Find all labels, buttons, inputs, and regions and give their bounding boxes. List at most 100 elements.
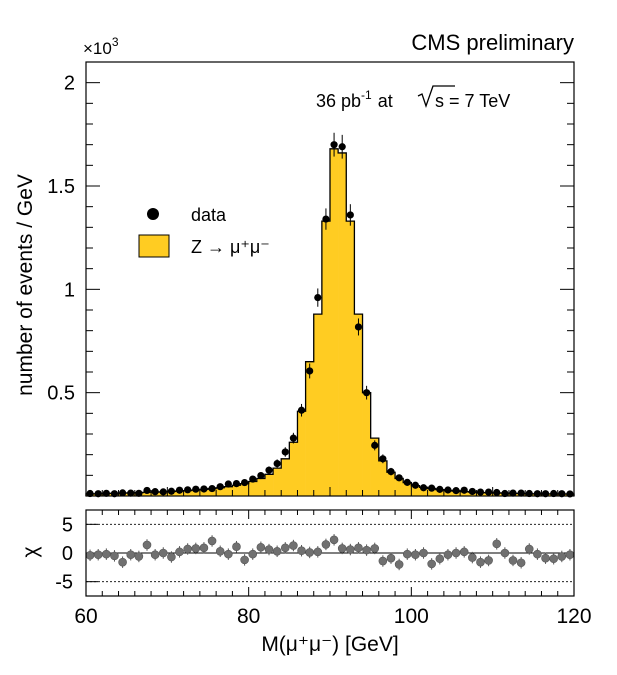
data-point	[167, 487, 175, 495]
pull-point	[167, 552, 176, 562]
pull-point	[549, 554, 558, 564]
pull-point	[280, 543, 290, 553]
pull-plot: 5 0 -5	[55, 514, 575, 594]
data-point	[493, 488, 501, 497]
data-point	[200, 485, 208, 493]
y-multiplier: ×103	[83, 35, 119, 58]
mc-histogram-bar	[208, 488, 217, 496]
data-point	[517, 489, 525, 497]
data-point	[371, 441, 379, 449]
pull-point	[110, 551, 119, 561]
data-point	[119, 489, 127, 497]
data-point	[428, 484, 436, 492]
mc-histogram-bar	[142, 492, 152, 496]
x-tick-label: 120	[556, 605, 591, 628]
mc-histogram-bar	[216, 487, 225, 496]
mc-histogram-bar	[297, 411, 306, 496]
pull-point	[215, 546, 225, 556]
pull-point	[492, 539, 502, 549]
mc-histogram-bar	[281, 458, 290, 496]
data-point	[102, 489, 110, 497]
pull-point	[256, 542, 266, 552]
pull-point	[134, 552, 144, 561]
pull-point	[93, 550, 103, 560]
pull-point	[248, 549, 258, 559]
pull-point	[378, 556, 388, 566]
mc-histogram-bar	[378, 460, 388, 496]
data-point	[297, 406, 306, 414]
pull-point	[508, 556, 518, 565]
x-tick-label: 60	[74, 605, 97, 628]
pull-point	[329, 535, 339, 545]
pull-point	[175, 547, 184, 557]
pull-point	[476, 557, 485, 567]
pull-point	[313, 547, 323, 557]
data-point	[525, 489, 533, 498]
mc-histogram-bar	[427, 488, 437, 496]
mc-histogram-bar	[248, 481, 258, 496]
data-point	[127, 489, 135, 497]
data-point	[289, 434, 297, 442]
data-point	[192, 485, 200, 493]
pull-point	[370, 544, 380, 553]
y-tick-label: 2	[64, 73, 75, 95]
data-point	[241, 478, 249, 487]
pull-point	[158, 548, 168, 558]
x-axis-label: M(μ⁺μ⁻) [GeV]	[261, 633, 398, 656]
data-point	[550, 489, 558, 498]
pull-point	[484, 556, 493, 565]
pull-point	[565, 550, 575, 560]
data-point	[208, 484, 216, 493]
mc-histogram-bar	[289, 442, 298, 496]
data-point	[436, 485, 444, 493]
pull-point	[541, 553, 550, 563]
pull-point	[557, 552, 567, 561]
pull-point	[394, 560, 404, 569]
pull-point	[118, 557, 127, 567]
pull-point	[500, 548, 510, 558]
legend-mc-label: Z → μ⁺μ⁻	[191, 237, 270, 257]
mc-histogram-bar	[313, 314, 323, 496]
data-point	[249, 475, 257, 483]
data-point	[232, 480, 241, 488]
main-plot: 0.5 1 1.5 2	[47, 73, 575, 498]
data-point	[363, 389, 371, 397]
mc-histogram-bar	[386, 472, 396, 496]
data-point	[135, 489, 143, 497]
data-point	[224, 480, 232, 488]
pull-point	[337, 544, 347, 553]
pull-point	[533, 549, 542, 559]
luminosity-label: 36 pb-1 at	[316, 88, 393, 111]
pull-point	[207, 536, 217, 546]
pull-point	[321, 540, 331, 549]
y-tick-label: 1	[64, 279, 75, 301]
legend-data-label: data	[191, 205, 227, 225]
pull-point	[199, 543, 209, 553]
mc-histogram-bar	[256, 478, 266, 496]
mc-histogram-bar	[330, 148, 339, 497]
pull-point	[419, 548, 428, 558]
data-point	[387, 468, 395, 476]
pull-point	[297, 546, 306, 556]
mc-histogram-bar	[321, 221, 331, 496]
data-point	[151, 488, 159, 496]
pull-point	[224, 549, 233, 559]
data-point	[257, 471, 265, 480]
sqrt-symbol	[417, 85, 455, 109]
data-point	[330, 141, 338, 149]
pull-point	[102, 549, 111, 559]
pull-point	[443, 550, 453, 560]
pull-point	[427, 559, 436, 569]
pull-y-tick-label: 5	[62, 514, 73, 536]
mc-histogram-bar	[305, 361, 315, 496]
mc-histogram-bar	[191, 490, 201, 496]
mc-histogram-bar	[273, 468, 282, 496]
mc-histogram-bar	[224, 486, 233, 496]
data-point	[395, 474, 403, 482]
data-point	[354, 323, 363, 331]
pull-point	[191, 544, 201, 553]
data-point	[379, 455, 387, 463]
data-point	[452, 487, 460, 495]
pull-y-tick-label: -5	[55, 572, 73, 594]
x-tick-label: 80	[237, 605, 260, 628]
